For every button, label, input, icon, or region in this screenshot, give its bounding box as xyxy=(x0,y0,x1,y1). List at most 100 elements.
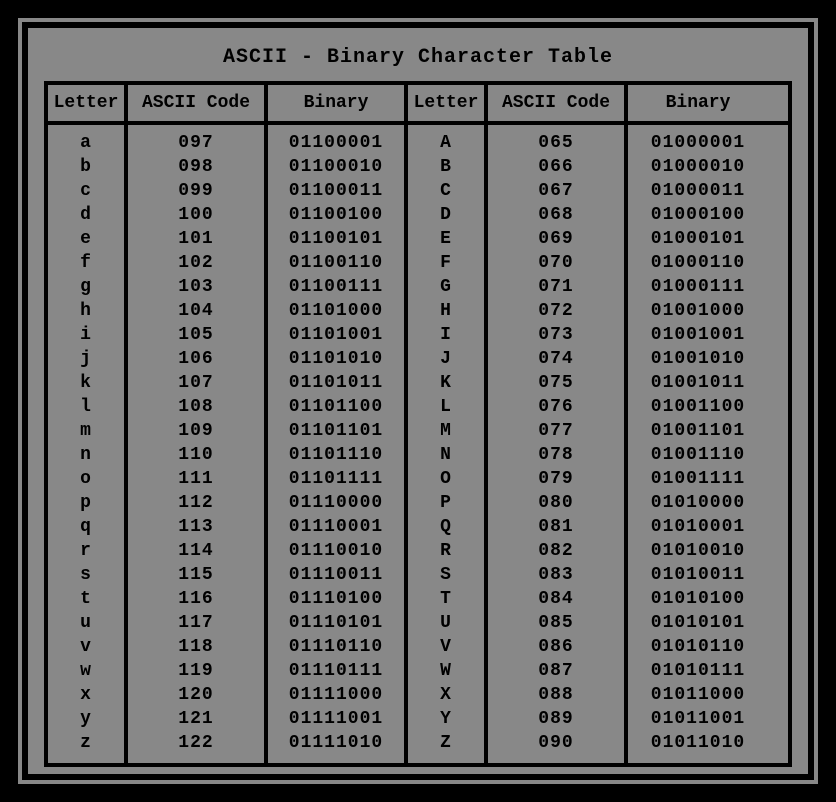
cell-ascii-lower: 118 xyxy=(128,635,264,659)
cell-ascii-upper: 075 xyxy=(488,371,624,395)
cell-ascii-upper: 068 xyxy=(488,203,624,227)
page-title: ASCII - Binary Character Table xyxy=(44,40,792,81)
cell-binary-lower: 01101010 xyxy=(268,347,404,371)
cell-binary-lower: 01101101 xyxy=(268,419,404,443)
cell-letter-lower: l xyxy=(48,395,124,419)
table-column-letter-2: ABCDEFGHIJKLMNOPQRSTUVWXYZ xyxy=(408,125,488,763)
cell-ascii-upper: 080 xyxy=(488,491,624,515)
cell-binary-lower: 01101111 xyxy=(268,467,404,491)
cell-ascii-upper: 065 xyxy=(488,131,624,155)
cell-letter-upper: N xyxy=(408,443,484,467)
cell-binary-upper: 01010000 xyxy=(628,491,768,515)
cell-letter-lower: r xyxy=(48,539,124,563)
cell-ascii-upper: 079 xyxy=(488,467,624,491)
cell-letter-upper: Q xyxy=(408,515,484,539)
cell-letter-lower: e xyxy=(48,227,124,251)
cell-binary-upper: 01001110 xyxy=(628,443,768,467)
cell-letter-upper: X xyxy=(408,683,484,707)
cell-binary-upper: 01001100 xyxy=(628,395,768,419)
cell-letter-upper: O xyxy=(408,467,484,491)
cell-letter-upper: C xyxy=(408,179,484,203)
cell-letter-upper: J xyxy=(408,347,484,371)
cell-binary-lower: 01110111 xyxy=(268,659,404,683)
cell-binary-lower: 01110011 xyxy=(268,563,404,587)
cell-letter-upper: U xyxy=(408,611,484,635)
cell-ascii-lower: 120 xyxy=(128,683,264,707)
cell-binary-upper: 01001101 xyxy=(628,419,768,443)
cell-ascii-lower: 100 xyxy=(128,203,264,227)
cell-letter-lower: m xyxy=(48,419,124,443)
cell-binary-upper: 01010001 xyxy=(628,515,768,539)
cell-binary-upper: 01000010 xyxy=(628,155,768,179)
cell-ascii-upper: 082 xyxy=(488,539,624,563)
cell-ascii-upper: 088 xyxy=(488,683,624,707)
cell-binary-lower: 01110001 xyxy=(268,515,404,539)
cell-ascii-lower: 114 xyxy=(128,539,264,563)
cell-letter-lower: d xyxy=(48,203,124,227)
cell-ascii-upper: 085 xyxy=(488,611,624,635)
table-column-binary-2: 0100000101000010010000110100010001000101… xyxy=(628,125,768,763)
cell-letter-lower: a xyxy=(48,131,124,155)
cell-ascii-lower: 115 xyxy=(128,563,264,587)
cell-ascii-upper: 069 xyxy=(488,227,624,251)
cell-binary-lower: 01101001 xyxy=(268,323,404,347)
cell-letter-lower: s xyxy=(48,563,124,587)
cell-binary-lower: 01101000 xyxy=(268,299,404,323)
cell-binary-lower: 01100101 xyxy=(268,227,404,251)
cell-ascii-lower: 104 xyxy=(128,299,264,323)
cell-binary-lower: 01101110 xyxy=(268,443,404,467)
cell-binary-lower: 01111001 xyxy=(268,707,404,731)
table-column-letter-1: abcdefghijklmnopqrstuvwxyz xyxy=(48,125,128,763)
cell-ascii-upper: 073 xyxy=(488,323,624,347)
cell-binary-lower: 01111000 xyxy=(268,683,404,707)
cell-binary-lower: 01110100 xyxy=(268,587,404,611)
cell-binary-lower: 01110000 xyxy=(268,491,404,515)
cell-binary-lower: 01101100 xyxy=(268,395,404,419)
cell-ascii-upper: 086 xyxy=(488,635,624,659)
cell-ascii-lower: 121 xyxy=(128,707,264,731)
cell-binary-upper: 01011000 xyxy=(628,683,768,707)
cell-letter-lower: b xyxy=(48,155,124,179)
cell-letter-upper: A xyxy=(408,131,484,155)
cell-letter-upper: M xyxy=(408,419,484,443)
cell-ascii-lower: 109 xyxy=(128,419,264,443)
cell-ascii-upper: 067 xyxy=(488,179,624,203)
cell-ascii-upper: 072 xyxy=(488,299,624,323)
cell-ascii-lower: 107 xyxy=(128,371,264,395)
cell-letter-lower: i xyxy=(48,323,124,347)
column-header-binary-1: Binary xyxy=(268,85,408,121)
column-header-ascii-1: ASCII Code xyxy=(128,85,268,121)
cell-letter-lower: p xyxy=(48,491,124,515)
cell-binary-upper: 01001011 xyxy=(628,371,768,395)
cell-letter-upper: T xyxy=(408,587,484,611)
cell-binary-upper: 01010101 xyxy=(628,611,768,635)
cell-letter-upper: F xyxy=(408,251,484,275)
cell-letter-lower: q xyxy=(48,515,124,539)
cell-ascii-upper: 076 xyxy=(488,395,624,419)
column-header-letter-2: Letter xyxy=(408,85,488,121)
cell-ascii-lower: 103 xyxy=(128,275,264,299)
cell-binary-upper: 01001000 xyxy=(628,299,768,323)
cell-ascii-lower: 102 xyxy=(128,251,264,275)
cell-binary-lower: 01101011 xyxy=(268,371,404,395)
cell-letter-lower: h xyxy=(48,299,124,323)
cell-ascii-upper: 084 xyxy=(488,587,624,611)
cell-binary-upper: 01010111 xyxy=(628,659,768,683)
cell-binary-upper: 01010010 xyxy=(628,539,768,563)
cell-letter-lower: z xyxy=(48,731,124,755)
cell-ascii-lower: 097 xyxy=(128,131,264,155)
cell-letter-lower: y xyxy=(48,707,124,731)
cell-letter-upper: S xyxy=(408,563,484,587)
cell-ascii-lower: 098 xyxy=(128,155,264,179)
cell-binary-lower: 01100010 xyxy=(268,155,404,179)
cell-ascii-upper: 078 xyxy=(488,443,624,467)
cell-ascii-lower: 119 xyxy=(128,659,264,683)
cell-binary-lower: 01100100 xyxy=(268,203,404,227)
cell-letter-lower: x xyxy=(48,683,124,707)
cell-binary-lower: 01110010 xyxy=(268,539,404,563)
cell-ascii-upper: 077 xyxy=(488,419,624,443)
cell-ascii-lower: 122 xyxy=(128,731,264,755)
cell-binary-lower: 01100110 xyxy=(268,251,404,275)
cell-binary-upper: 01000011 xyxy=(628,179,768,203)
cell-binary-upper: 01000110 xyxy=(628,251,768,275)
